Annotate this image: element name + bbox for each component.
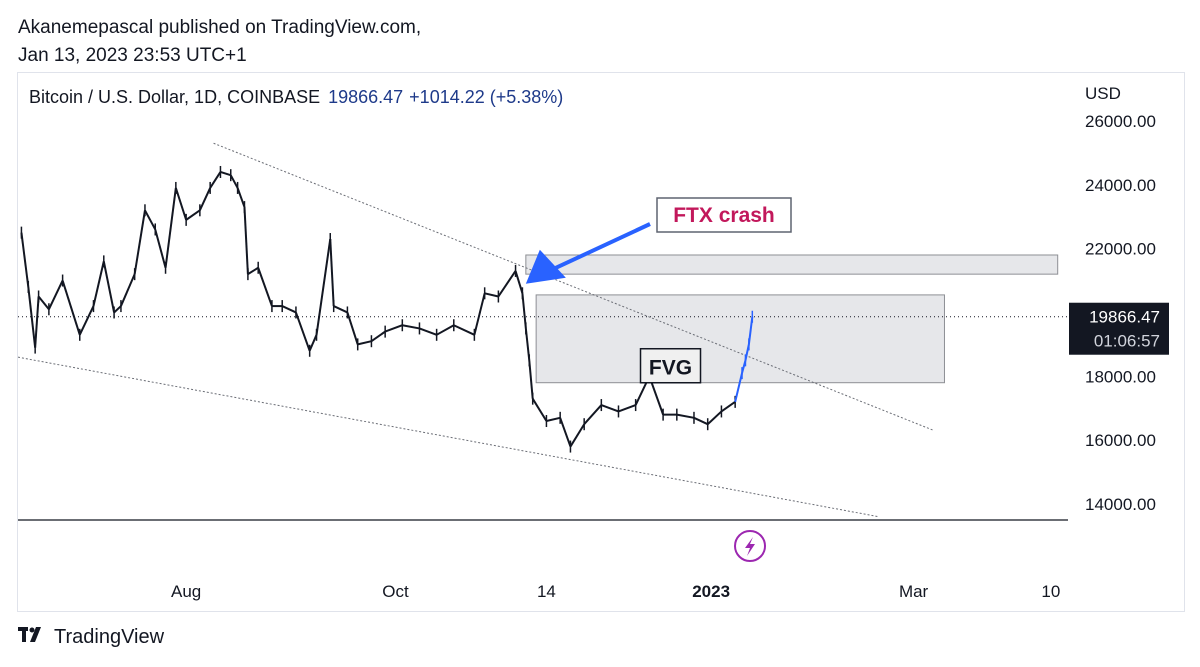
price-segment [402,324,420,330]
price-segment [198,187,212,211]
y-axis-unit: USD [1085,84,1121,103]
price-segment [357,340,372,346]
price-segment [34,296,40,348]
symbol-change: +1014.22 (+5.38%) [409,87,564,107]
price-segment [419,327,437,336]
price-segment [514,270,524,294]
price-segment [308,334,318,352]
publisher-line-1: Akanemepascal published on TradingView.c… [18,17,422,38]
lightning-bolt [745,537,755,556]
x-tick-label: 2023 [692,582,730,601]
y-tick-label: 24000.00 [1085,176,1156,195]
fvg-label-box [639,347,702,384]
plot-area [18,142,1068,518]
price-segment [329,238,335,307]
price-segment [243,207,249,275]
tradingview-brand[interactable]: TradingView [18,626,164,649]
x-tick-label: Oct [382,582,409,601]
price-segment [174,187,188,221]
price-segment [185,209,201,221]
price-segment [20,232,30,288]
y-tick-label: 22000.00 [1085,240,1156,259]
price-segment [154,229,167,269]
price-segment [676,413,695,419]
price-segment [294,312,311,352]
fvg-zone [535,294,945,384]
symbol-legend: Bitcoin / U.S. Dollar, 1D, COINBASE 19866… [29,87,563,108]
price-tag-value: 19866.47 [1089,308,1160,327]
x-tick-label: 14 [537,582,556,601]
trendline-1 [213,142,935,432]
ftx-arrow-head [525,249,566,284]
trendline-2 [18,356,880,518]
y-tick-label: 18000.00 [1085,367,1156,386]
price-segment [436,324,455,336]
price-segment [531,398,548,422]
price-segment [47,280,64,310]
symbol-price: 19866.47 [328,87,404,107]
y-tick-label: 14000.00 [1085,495,1156,514]
x-tick-label: Aug [171,582,201,601]
price-segment [546,416,561,422]
price-segment [120,273,136,307]
price-segment [229,174,239,189]
price-segment [497,270,517,298]
price-segment [346,312,359,345]
price-segment [569,423,586,448]
fvg-label-text: FVG [649,357,692,380]
ftx-arrow-shaft [550,222,651,272]
price-segment [707,410,723,425]
ftx-label-box [656,197,792,233]
price-tag [1069,302,1169,355]
price-segment [257,267,273,307]
price-segment [61,280,81,336]
price-segment [618,404,636,413]
price-segment [236,187,246,208]
brand-name: TradingView [54,626,165,648]
price-segment [144,209,157,230]
price-tag-countdown: 01:06:57 [1094,332,1160,351]
price-segment [37,295,50,310]
publisher-line-2: Jan 13, 2023 23:53 UTC+1 [18,45,247,66]
chart-frame [17,72,1185,612]
price-segment [693,416,709,426]
publisher-info: Akanemepascal published on TradingView.c… [18,14,421,70]
price-segment [473,293,486,336]
price-segment [600,404,619,413]
tradingview-logo-icon [18,627,46,648]
price-segment [315,238,332,335]
x-tick-label: 10 [1041,582,1060,601]
x-tick-label: Mar [899,582,929,601]
price-segment [133,210,146,275]
price-segment [453,324,475,336]
price-segment [281,305,297,314]
price-segment [164,187,177,268]
price-segment [102,261,116,313]
price-segment [78,305,95,336]
price-segment [92,261,105,307]
upper-zone [525,254,1059,275]
price-segment [220,171,232,177]
price-segment [113,305,122,314]
price-segment [484,292,499,298]
price-segment [333,305,348,314]
ftx-label-text: FTX crash [673,204,775,227]
price-segment [27,286,37,348]
price-segment [384,324,403,333]
y-tick-label: 16000.00 [1085,431,1156,450]
price-segment [528,360,534,399]
symbol-name: Bitcoin / U.S. Dollar, 1D, COINBASE [29,87,321,107]
price-segment [559,417,572,447]
price-segment [734,372,743,403]
price-segment [720,401,736,413]
y-tick-label: 26000.00 [1085,112,1156,131]
price-segment [247,266,259,275]
price-segment [209,171,222,189]
price-segment [583,404,603,425]
price-segment [370,330,386,343]
